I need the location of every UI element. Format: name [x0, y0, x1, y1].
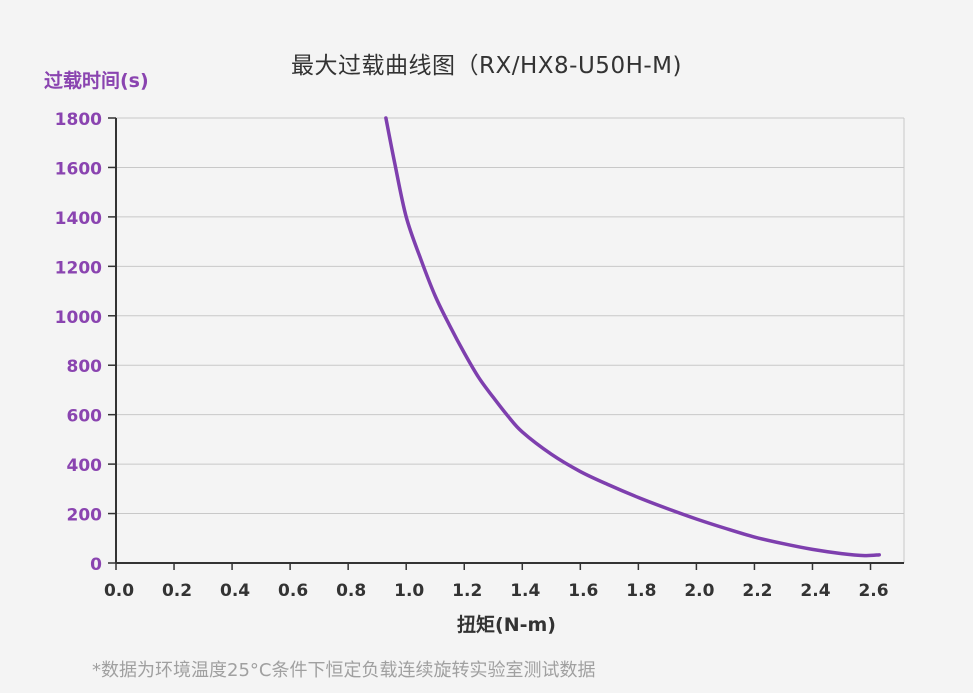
y-tick-label: 200 [67, 506, 103, 526]
footnote: *数据为环境温度25°C条件下恒定负载连续旋转实验室测试数据 [92, 660, 596, 681]
x-tick-label: 1.6 [568, 581, 598, 601]
series-group [384, 116, 881, 558]
y-tick-label: 400 [67, 456, 103, 476]
x-tick-label: 1.2 [452, 581, 482, 601]
y-tick-label: 800 [67, 357, 103, 377]
chart-title: 最大过载曲线图（RX/HX8-U50H-M) [291, 53, 682, 79]
x-tick-label: 2.0 [684, 581, 714, 601]
x-tick-label: 0.0 [104, 581, 134, 601]
grid-lines [116, 117, 905, 563]
y-tick-label: 1800 [55, 110, 102, 130]
x-tick-label: 1.0 [394, 581, 424, 601]
series-line [384, 116, 881, 558]
y-tick-label: 1600 [55, 159, 102, 179]
y-ticks: 0 200 400 600 800 1000 1200 1400 1600 1800 [55, 110, 116, 575]
y-axis-label: 过载时间(s) [44, 70, 149, 92]
y-tick-label: 0 [90, 555, 102, 575]
x-tick-label: 0.2 [162, 581, 192, 601]
x-tick-label: 2.2 [742, 581, 772, 601]
x-tick-label: 0.8 [336, 581, 366, 601]
x-tick-label: 2.6 [858, 581, 888, 601]
y-tick-label: 600 [67, 407, 103, 427]
x-ticks: 0.0 0.2 0.4 0.6 0.8 1.0 1.2 1.4 1.6 1.8 2.0 2.2 2.4 2… [104, 563, 889, 601]
x-tick-label: 1.8 [626, 581, 656, 601]
x-axis-label: 扭矩(N-m) [457, 614, 556, 636]
y-tick-label: 1000 [55, 308, 102, 328]
y-tick-label: 1400 [55, 209, 102, 229]
y-tick-label: 1200 [55, 258, 102, 278]
x-tick-label: 1.4 [510, 581, 540, 601]
x-tick-label: 2.4 [800, 581, 830, 601]
x-tick-label: 0.6 [278, 581, 308, 601]
axes [115, 118, 904, 564]
x-tick-label: 0.4 [220, 581, 250, 601]
